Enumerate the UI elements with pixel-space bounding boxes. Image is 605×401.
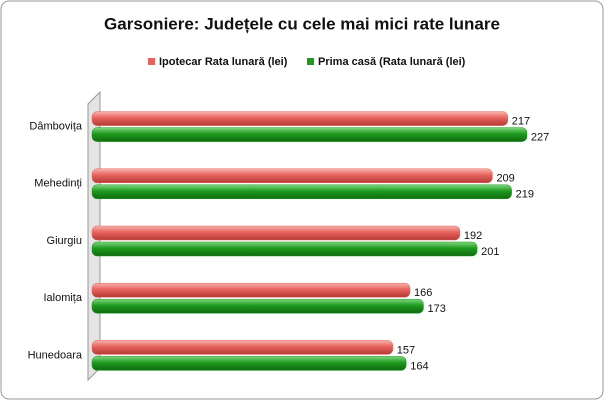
bar bbox=[91, 282, 411, 298]
y-tick-label: Giurgiu bbox=[47, 235, 82, 247]
value-label: 166 bbox=[414, 287, 432, 299]
legend-label: Ipotecar Rata lunară (lei) bbox=[159, 56, 288, 68]
value-label: 157 bbox=[397, 344, 415, 356]
bar bbox=[91, 184, 512, 200]
value-label: 209 bbox=[496, 173, 514, 185]
legend-swatch bbox=[307, 58, 314, 65]
y-tick-label: Ialomița bbox=[43, 292, 82, 304]
bar bbox=[91, 168, 493, 184]
bar bbox=[91, 127, 528, 142]
bar bbox=[91, 356, 407, 371]
bar bbox=[91, 340, 394, 355]
y-tick-label: Dâmbovița bbox=[29, 121, 82, 133]
value-label: 201 bbox=[481, 246, 499, 258]
value-label: 192 bbox=[464, 230, 482, 242]
legend-swatch bbox=[148, 58, 155, 65]
value-label: 227 bbox=[531, 132, 549, 144]
bar bbox=[91, 225, 461, 241]
bar bbox=[91, 111, 509, 126]
value-label: 173 bbox=[427, 303, 445, 315]
bar bbox=[91, 298, 424, 314]
y-tick-label: Mehedinți bbox=[34, 178, 82, 190]
bar bbox=[91, 241, 478, 257]
chart-title: Garsoniere: Județele cu cele mai mici ra… bbox=[104, 14, 500, 33]
value-label: 219 bbox=[516, 189, 534, 201]
value-label: 217 bbox=[512, 116, 530, 128]
y-tick-label: Hunedoara bbox=[28, 349, 83, 361]
value-label: 164 bbox=[410, 360, 428, 372]
legend-label: Prima casă (Rata lunară (lei) bbox=[318, 56, 466, 68]
